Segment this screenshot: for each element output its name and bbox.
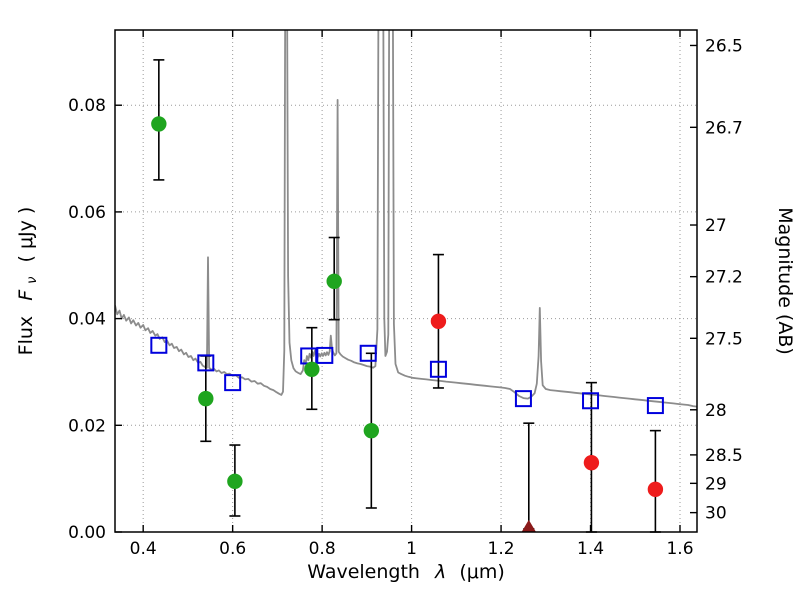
- observed-point-red: [583, 454, 600, 471]
- y-axis-label-unit: ( μJy ): [15, 207, 37, 263]
- y2-tick-label: 29: [705, 474, 727, 494]
- y-axis-label-symbol: F: [15, 289, 37, 301]
- y2-tick-label: 28: [705, 401, 727, 421]
- model-photometry-point: [582, 392, 600, 410]
- observed-point-green: [151, 116, 167, 132]
- y2-tick-label: 27.5: [705, 329, 743, 349]
- observed-point-green: [326, 273, 342, 289]
- y-tick-label: 0.08: [68, 96, 106, 116]
- x-tick-label: 1: [406, 539, 417, 559]
- y2-tick-label: 26.5: [705, 36, 743, 56]
- model-spectrum-line: [115, 30, 697, 408]
- grid: [115, 30, 697, 532]
- observed-point-green: [198, 390, 214, 407]
- y2-tick-label: 27: [705, 216, 727, 236]
- y-axis-label-word: Flux: [15, 316, 37, 356]
- plot-frame: [114, 29, 698, 533]
- y-tick-label: 0.00: [68, 523, 106, 543]
- observed-point-green: [227, 473, 243, 490]
- model-photometry-point: [224, 374, 242, 392]
- y-tick-label: 0.02: [68, 416, 106, 436]
- y-tick-label: 0.04: [68, 310, 106, 330]
- observed-point-green: [363, 422, 380, 439]
- observed-point-green: [304, 361, 320, 377]
- model-photometry-point: [316, 346, 334, 364]
- model-photometry-point: [429, 360, 447, 378]
- y2-tick-label: 27.2: [705, 268, 743, 288]
- y2-tick-label: 30: [705, 504, 727, 524]
- x-axis-label-symbol: λ: [434, 561, 446, 583]
- model-photometry-point: [359, 344, 377, 362]
- x-tick-label: 0.6: [219, 539, 246, 559]
- y2-tick-label: 26.7: [705, 118, 743, 138]
- y-tick-label: 0.06: [68, 203, 106, 223]
- x-tick-label: 0.4: [130, 539, 157, 559]
- y-axis-label: Flux F ν ( μJy ): [15, 207, 41, 356]
- model-photometry-point: [197, 354, 215, 372]
- tick-labels: 0.4 0.6 0.8 1 1.2 1.4 1.6 0.00 0.02 0.04 0.06 0.08 2…: [68, 36, 743, 559]
- x-tick-label: 0.8: [309, 539, 336, 559]
- y2-axis-label: Magnitude (AB): [774, 207, 796, 355]
- model-photometry-point: [514, 390, 532, 408]
- x-axis-label: Wavelength λ (μm): [307, 561, 504, 583]
- model-photometry-point: [646, 397, 664, 415]
- x-tick-label: 1.6: [666, 539, 693, 559]
- x-axis-label-unit: (μm): [459, 561, 504, 583]
- y2-tick-label: 28.5: [705, 446, 743, 466]
- data-markers: [150, 116, 664, 533]
- y-axis-label-sub: ν: [25, 277, 40, 284]
- observed-point-red: [430, 313, 447, 329]
- spectrum-path: [115, 30, 697, 408]
- x-tick-label: 1.4: [577, 539, 604, 559]
- upper-limit-triangle: [521, 519, 537, 533]
- x-tick-label: 1.2: [488, 539, 515, 559]
- x-axis-label-word: Wavelength: [307, 561, 420, 583]
- model-photometry-point: [150, 336, 168, 354]
- axes-frame: [114, 29, 698, 533]
- observed-point-red: [647, 481, 664, 498]
